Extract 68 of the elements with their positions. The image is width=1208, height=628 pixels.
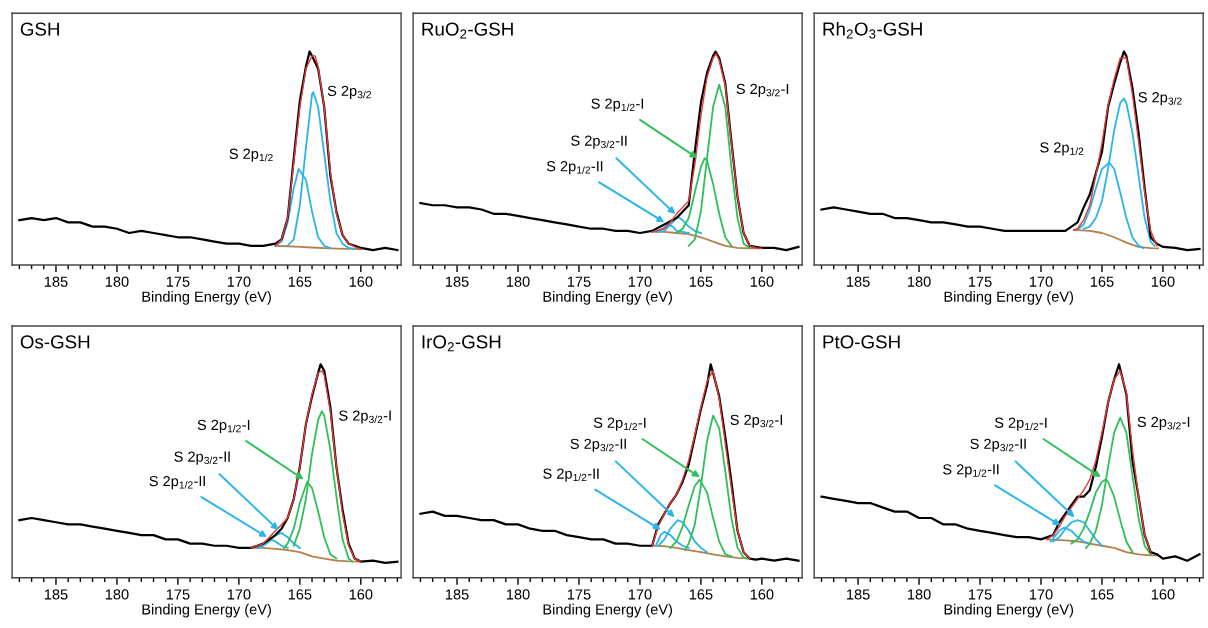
annotation: S 2p$_{1/2}$-II bbox=[546, 161, 603, 175]
x-tick-label: 175 bbox=[166, 589, 190, 600]
x-tick-label: 180 bbox=[105, 589, 129, 600]
x-tick-label: 185 bbox=[445, 589, 469, 600]
x-tick-label: 160 bbox=[349, 276, 373, 287]
chart-title: Os-GSH bbox=[20, 335, 90, 349]
annotation: S 2p$_{1/2}$-I bbox=[197, 419, 250, 433]
x-tick-label: 175 bbox=[968, 589, 992, 600]
x-axis-title: Binding Energy (eV) bbox=[944, 603, 1074, 618]
annotation: S 2p$_{1/2}$-II bbox=[543, 468, 599, 482]
x-axis-title: Binding Energy (eV) bbox=[543, 291, 672, 305]
x-tick-label: 165 bbox=[288, 589, 312, 600]
x-tick-label: 165 bbox=[689, 589, 713, 600]
x-tick-label: 160 bbox=[750, 276, 774, 287]
annotation: S 2p$_{1/2}$ bbox=[1040, 142, 1084, 156]
x-tick-label: 175 bbox=[567, 589, 591, 600]
annotation: S 2p$_{1/2}$-II bbox=[149, 475, 205, 490]
annotation: S 2p$_{1/2}$ bbox=[229, 148, 273, 162]
annotation: S 2p$_{3/2}$ bbox=[1138, 92, 1182, 106]
x-tick-label: 160 bbox=[1151, 589, 1175, 600]
annotation: S 2p$_{3/2}$-II bbox=[571, 135, 627, 149]
x-tick-label: 170 bbox=[628, 589, 652, 600]
x-tick-label: 185 bbox=[445, 276, 469, 287]
chart-title: Rh$_{2}$O$_{3}$-GSH bbox=[823, 21, 922, 39]
x-axis-title: Binding Energy (eV) bbox=[944, 291, 1074, 305]
chart-title: IrO$_{2}$-GSH bbox=[422, 335, 501, 352]
chart-title: GSH bbox=[20, 22, 59, 36]
x-axis-title: Binding Energy (eV) bbox=[543, 603, 672, 618]
x-tick-label: 170 bbox=[227, 589, 251, 600]
annotation: S 2p$_{3/2}$-I bbox=[1137, 416, 1190, 430]
annotation: S 2p$_{3/2}$-I bbox=[339, 410, 391, 424]
annotation: S 2p$_{1/2}$-I bbox=[591, 98, 644, 112]
x-tick-label: 180 bbox=[908, 589, 931, 600]
x-tick-label: 185 bbox=[847, 589, 870, 600]
annotation: S 2p$_{3/2}$-II bbox=[570, 438, 626, 452]
x-tick-label: 165 bbox=[689, 276, 713, 287]
x-tick-label: 175 bbox=[567, 276, 591, 287]
annotation: S 2p$_{3/2}$-II bbox=[174, 451, 230, 465]
x-tick-label: 185 bbox=[44, 276, 68, 287]
x-tick-label: 165 bbox=[1090, 276, 1114, 287]
annotation: S 2p$_{3/2}$-II bbox=[970, 438, 1026, 452]
annotation: S 2p$_{3/2}$-I bbox=[730, 414, 783, 428]
x-tick-label: 170 bbox=[628, 276, 652, 287]
annotation: S 2p$_{1/2}$-I bbox=[593, 417, 646, 431]
x-tick-label: 170 bbox=[1029, 589, 1053, 600]
x-tick-label: 170 bbox=[227, 276, 251, 287]
x-tick-label: 160 bbox=[349, 589, 373, 600]
annotation: S 2p$_{1/2}$-II bbox=[943, 464, 999, 478]
annotation: S 2p$_{1/2}$-I bbox=[994, 417, 1047, 431]
x-tick-label: 185 bbox=[847, 276, 870, 287]
chart-title: PtO-GSH bbox=[823, 335, 900, 349]
x-tick-label: 180 bbox=[908, 276, 931, 287]
x-tick-label: 170 bbox=[1029, 276, 1053, 287]
x-tick-label: 160 bbox=[750, 589, 774, 600]
x-tick-label: 180 bbox=[105, 276, 129, 287]
x-tick-label: 165 bbox=[1090, 589, 1114, 600]
annotation: S 2p$_{3/2}$ bbox=[327, 85, 371, 99]
x-tick-label: 180 bbox=[506, 276, 530, 287]
x-tick-label: 165 bbox=[288, 276, 312, 287]
x-tick-label: 180 bbox=[506, 589, 530, 600]
x-tick-label: 160 bbox=[1151, 276, 1175, 287]
x-tick-label: 175 bbox=[968, 276, 992, 287]
x-tick-label: 185 bbox=[44, 589, 68, 600]
x-axis-title: Binding Energy (eV) bbox=[142, 603, 271, 618]
chart-title: RuO$_{2}$-GSH bbox=[422, 22, 513, 39]
x-axis-title: Binding Energy (eV) bbox=[142, 291, 271, 305]
x-tick-label: 175 bbox=[166, 276, 190, 287]
annotation: S 2p$_{3/2}$-I bbox=[736, 83, 789, 97]
